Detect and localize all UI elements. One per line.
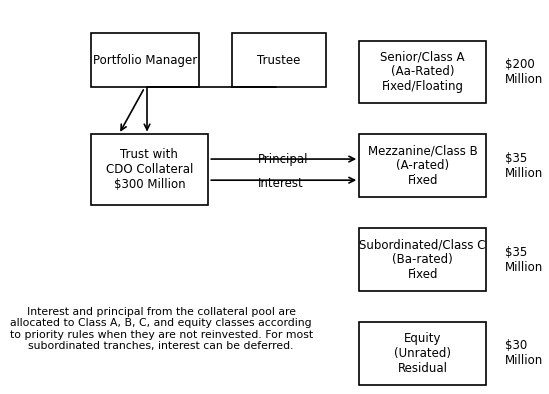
Text: $200
Million: $200 Million [505, 58, 544, 86]
Text: Portfolio Manager: Portfolio Manager [93, 54, 197, 67]
FancyBboxPatch shape [359, 134, 486, 197]
Text: Trust with
CDO Collateral
$300 Million: Trust with CDO Collateral $300 Million [106, 148, 193, 191]
Text: $30
Million: $30 Million [505, 340, 544, 368]
Text: Interest: Interest [258, 177, 304, 190]
FancyBboxPatch shape [359, 41, 486, 103]
FancyBboxPatch shape [232, 33, 326, 87]
Text: Subordinated/Class C
(Ba-rated)
Fixed: Subordinated/Class C (Ba-rated) Fixed [360, 238, 486, 281]
FancyBboxPatch shape [91, 134, 208, 205]
Text: Interest and principal from the collateral pool are
allocated to Class A, B, C, : Interest and principal from the collater… [10, 307, 313, 351]
Text: Senior/Class A
(Aa-Rated)
Fixed/Floating: Senior/Class A (Aa-Rated) Fixed/Floating [380, 50, 465, 93]
Text: Mezzanine/Class B
(A-rated)
Fixed: Mezzanine/Class B (A-rated) Fixed [368, 144, 478, 187]
FancyBboxPatch shape [359, 322, 486, 385]
Text: Principal: Principal [258, 153, 309, 166]
Text: Trustee: Trustee [257, 54, 301, 67]
Text: $35
Million: $35 Million [505, 152, 544, 180]
FancyBboxPatch shape [359, 228, 486, 291]
Text: Equity
(Unrated)
Residual: Equity (Unrated) Residual [394, 332, 451, 375]
FancyBboxPatch shape [91, 33, 199, 87]
Text: $35
Million: $35 Million [505, 245, 544, 273]
